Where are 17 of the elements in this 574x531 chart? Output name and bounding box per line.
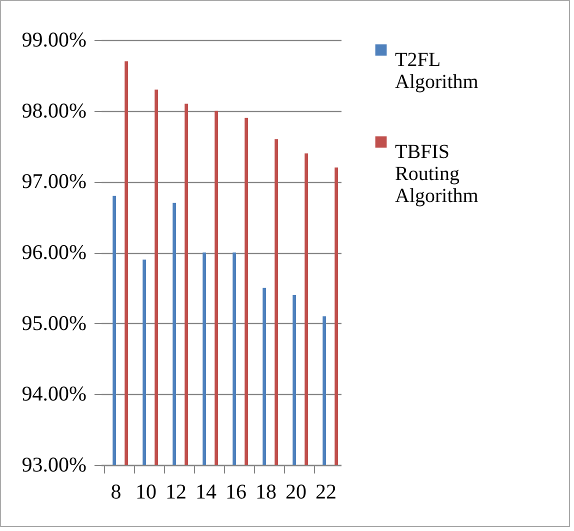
legend-label: T2FL Algorithm [395,49,479,93]
y-tick-label: 99.00% [22,28,86,52]
x-tick-label: 12 [166,480,186,504]
y-tick-label: 94.00% [22,382,86,406]
x-tick-label: 20 [286,480,306,504]
x-tick-label: 18 [256,480,276,504]
y-tick-label: 98.00% [22,98,86,122]
x-tick-label: 22 [316,480,336,504]
x-tick-label: 14 [196,480,217,504]
x-tick-label: 8 [110,480,122,504]
y-tick-label: 95.00% [22,310,86,335]
legend-label: TBFIS Routing Algorithm [395,141,479,207]
y-tick-label: 93.00% [22,452,86,476]
y-tick-label: 97.00% [22,169,86,194]
y-tick-label: 96.00% [22,240,86,264]
x-tick-label: 10 [136,480,156,504]
x-tick-label: 16 [226,480,246,504]
